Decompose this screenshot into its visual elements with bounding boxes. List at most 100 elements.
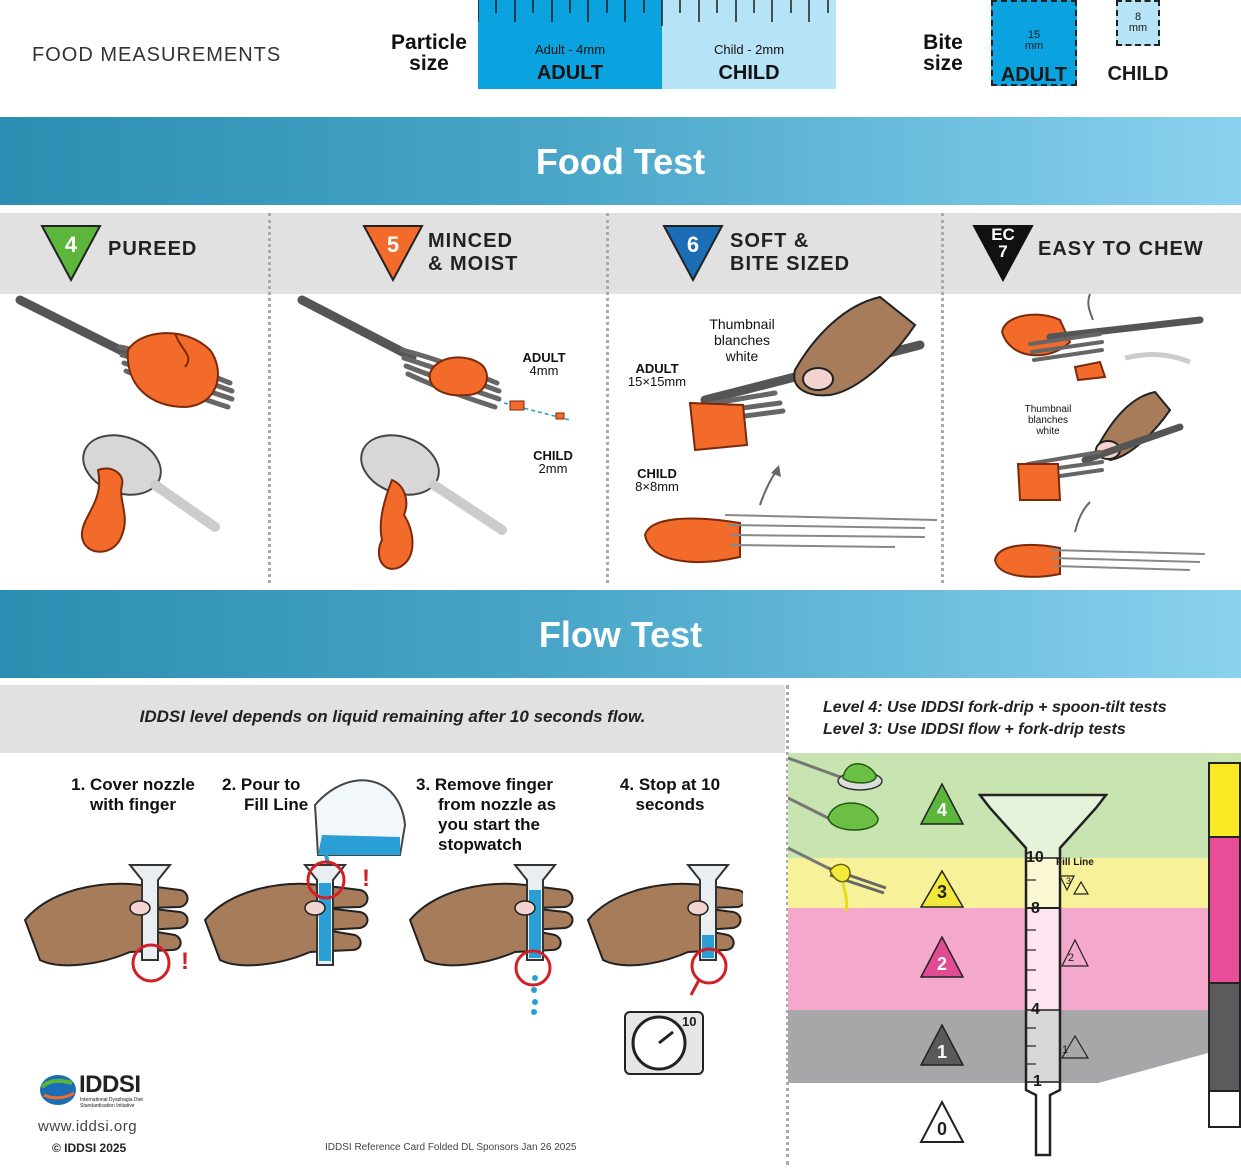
level-2-band [788, 908, 1241, 1010]
level-2-badge-icon [919, 935, 965, 978]
syringe-fill-line-label: Fill Line [1056, 857, 1094, 868]
ruler-adult-section: Adult - 4mm ADULT [478, 0, 662, 89]
easy-to-chew-illustration [993, 293, 1206, 578]
step-4-line-2: seconds [635, 795, 705, 814]
particle-ruler: Adult - 4mm ADULT Child - 2mm CHILD [478, 0, 836, 89]
ec-thumb-line-1: Thumbnail [1024, 404, 1072, 415]
soft-child-size: 8×8mm [635, 479, 679, 494]
step-2-line-1: 2. Pour to [222, 775, 301, 794]
flow-test-banner: Flow Test [0, 590, 1241, 678]
level-5-badge-number: 5 [386, 232, 400, 257]
level-2-badge-label: 2 [936, 954, 947, 974]
bite-adult-square: 15 mm ADULT [991, 0, 1077, 86]
flow-note-text: IDDSI level depends on liquid remaining … [139, 707, 646, 726]
ec-thumb-line-3: white [1036, 426, 1060, 437]
flow-test-syringe-illustration [978, 793, 1108, 1157]
level-ec7-name: EASY TO CHEW [1038, 238, 1204, 261]
level-3-test-note: Level 3: Use IDDSI flow + fork-drip test… [823, 721, 1126, 738]
iddsi-logo-subtitle: International Dysphagia Diet Standardisa… [80, 1097, 143, 1109]
step-4-line-1: 4. Stop at 10 [619, 775, 721, 794]
level-1-badge-icon [919, 1023, 965, 1066]
step-3-line-1: 3. Remove finger [416, 775, 553, 794]
syringe-mark-4: 4 [1031, 1001, 1040, 1018]
level-test-notes: Level 4: Use IDDSI fork-drip + spoon-til… [823, 697, 1167, 741]
soft-adult-label: ADULT [635, 361, 679, 376]
step-3-line-2: from nozzle as [438, 795, 557, 814]
step-2-pour-illustration [203, 779, 407, 967]
level-0-badge-icon [919, 1100, 965, 1143]
level-4-name: PUREED [108, 238, 197, 261]
minced-adult-label: ADULT [522, 350, 566, 365]
syringe-mark-10: 10 [1026, 849, 1044, 866]
ruler-child-label: CHILD [718, 62, 780, 84]
level-6-name-line-1: SOFT & [730, 230, 810, 252]
level-4-badge-label: 4 [936, 800, 947, 820]
step-2-alert: ! [362, 865, 370, 892]
bite-adult-label: ADULT [1000, 64, 1068, 86]
level-4-3-spoons-illustration [788, 756, 887, 912]
iddsi-logo-text: IDDSI [79, 1071, 141, 1098]
ruler-child-caption: Child - 2mm [713, 42, 785, 57]
level-4-triangle-icon [40, 225, 102, 282]
step-4-text: 4. Stop at 10 seconds [610, 775, 730, 815]
soft-thumb-line-2: blanches [713, 332, 771, 348]
copyright-text: © IDDSI 2025 [52, 1141, 127, 1155]
ruler-adult-caption: Adult - 4mm [534, 42, 606, 57]
particle-label-line-1: Particle [391, 31, 467, 54]
food-level-header-row [0, 213, 1241, 294]
step-1-hand-syringe-illustration [23, 864, 189, 983]
food-test-banner: Food Test [0, 117, 1241, 205]
minced-adult-size: 4mm [529, 363, 559, 378]
card-version-note: IDDSI Reference Card Folded DL Sponsors … [325, 1142, 577, 1153]
level-4-test-note: Level 4: Use IDDSI fork-drip + spoon-til… [823, 699, 1167, 716]
step-4-stop-illustration [586, 864, 743, 1075]
step-2-line-2: Fill Line [244, 795, 309, 814]
step-1-line-1: 1. Cover nozzle [71, 775, 195, 794]
bite-adult-unit: mm [1024, 40, 1044, 52]
soft-thumbnail-note: Thumbnail blanches white [700, 316, 784, 364]
bite-child-square: 8 mm [1116, 0, 1160, 46]
column-divider [941, 213, 944, 583]
level-ec7-name-line-1: EASY TO CHEW [1038, 238, 1204, 260]
food-measurements-title: FOOD MEASUREMENTS [32, 44, 282, 66]
bite-child-label: CHILD [1107, 63, 1169, 85]
level-6-name: SOFT & BITE SIZED [730, 230, 850, 276]
level-5-name-line-2: & MOIST [428, 253, 519, 275]
minced-child-size: 2mm [538, 461, 568, 476]
iddsi-globe-logo-icon [40, 1075, 76, 1105]
flow-divider [786, 685, 789, 1165]
flow-test-title: Flow Test [538, 614, 703, 655]
ruler-ticks [478, 0, 829, 26]
level-0-badge-label: 0 [936, 1119, 947, 1139]
syringe-level-2-mark: 2 [1068, 952, 1075, 964]
soft-thumb-line-3: white [725, 348, 759, 364]
bite-label-line-1: Bite [923, 31, 963, 54]
minced-fork-spoon-illustration [297, 295, 571, 570]
step-1-line-2: with finger [90, 795, 176, 814]
level-5-triangle-icon [362, 225, 424, 282]
syringe-mark-1: 1 [1033, 1073, 1042, 1090]
flow-note-bar: IDDSI level depends on liquid remaining … [0, 685, 785, 753]
level-projection-shapes [1098, 1053, 1208, 1133]
level-ec7-badge-line-2: 7 [998, 242, 1008, 261]
level-3-badge-icon [919, 869, 965, 908]
syringe-mark-8: 8 [1031, 900, 1040, 917]
level-6-name-line-2: BITE SIZED [730, 253, 851, 275]
syringe-level-3-mark: 3 [1066, 876, 1072, 886]
particle-label-line-2: size [409, 52, 449, 75]
ruler-adult-label: ADULT [536, 62, 604, 84]
iddsi-website-link[interactable]: www.iddsi.org [38, 1118, 138, 1135]
bite-child-number: 8 [1134, 11, 1142, 23]
level-6-badge-number: 6 [686, 232, 700, 257]
step-1-text: 1. Cover nozzle with finger [58, 775, 208, 815]
minced-child-label: CHILD [533, 448, 573, 463]
step-2-text: 2. Pour to Fill Line [222, 775, 342, 815]
step-3-line-3: you start the [438, 815, 541, 834]
soft-bite-sized-illustration [643, 295, 937, 563]
soft-child-label: CHILD [637, 466, 677, 481]
level-5-name-line-1: MINCED [428, 230, 513, 252]
level-color-strip [1208, 762, 1241, 1128]
step-1-alert: ! [181, 948, 189, 975]
bite-size-label: Bite size [910, 32, 976, 74]
bite-label-line-2: size [923, 52, 963, 75]
